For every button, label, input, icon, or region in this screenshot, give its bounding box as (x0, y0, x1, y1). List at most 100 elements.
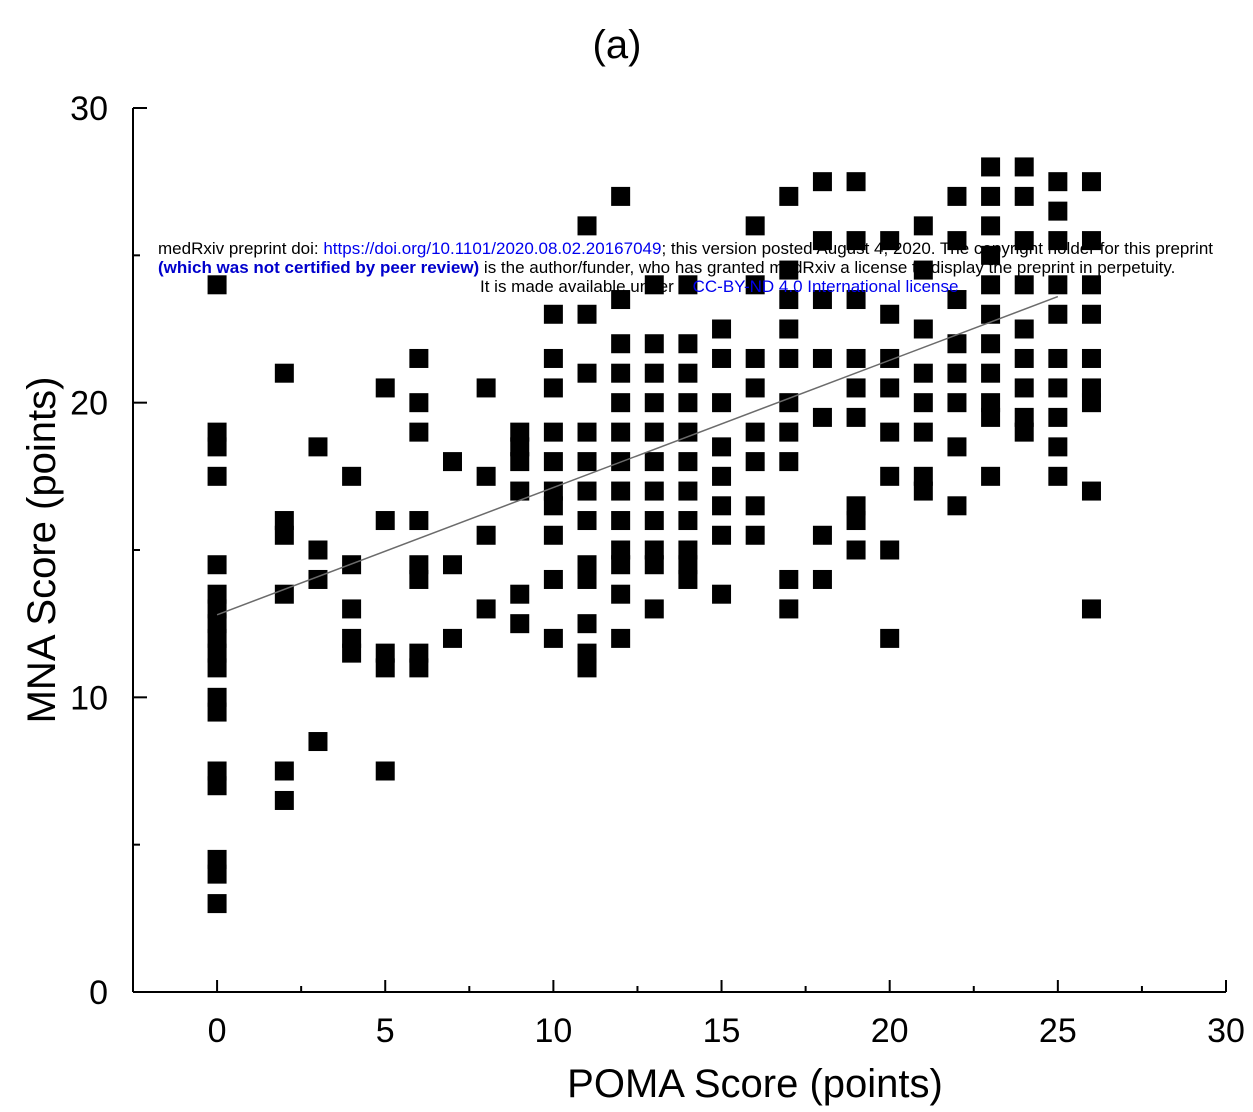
x-axis-label: POMA Score (points) (567, 1062, 943, 1106)
data-point (1048, 275, 1068, 295)
data-point (644, 363, 664, 383)
data-point (981, 466, 1001, 486)
data-point (913, 393, 933, 413)
y-axis-label: MNA Score (points) (20, 377, 64, 724)
data-point (1081, 348, 1101, 368)
data-point (880, 231, 900, 251)
data-point (510, 452, 530, 472)
data-point (207, 761, 227, 781)
data-point (880, 378, 900, 398)
data-point (1081, 481, 1101, 501)
data-point (476, 378, 496, 398)
data-point (274, 761, 294, 781)
data-point (1081, 231, 1101, 251)
data-point (577, 216, 597, 236)
data-point (207, 584, 227, 604)
data-point (1014, 348, 1034, 368)
y-tick-label: 0 (89, 974, 108, 1012)
data-point (342, 466, 362, 486)
data-point (1081, 172, 1101, 192)
data-point (543, 452, 563, 472)
data-point (476, 466, 496, 486)
y-tick-label: 10 (70, 679, 108, 717)
data-point (577, 555, 597, 575)
data-point (745, 496, 765, 516)
data-point (745, 348, 765, 368)
data-point (745, 275, 765, 295)
data-point (1048, 378, 1068, 398)
data-point (1081, 275, 1101, 295)
data-point (712, 496, 732, 516)
data-point (981, 407, 1001, 427)
data-point (644, 511, 664, 531)
data-point (1048, 201, 1068, 221)
data-point (1014, 407, 1034, 427)
data-point (913, 422, 933, 442)
data-point (207, 702, 227, 722)
data-point (342, 555, 362, 575)
data-point (543, 422, 563, 442)
data-point (846, 540, 866, 560)
data-point (947, 393, 967, 413)
data-point (611, 540, 631, 560)
data-point (543, 304, 563, 324)
data-point (577, 643, 597, 663)
data-point (745, 525, 765, 545)
x-tick-label: 10 (534, 1012, 572, 1050)
data-point (947, 334, 967, 354)
data-point (308, 437, 328, 457)
data-point (577, 363, 597, 383)
data-point (409, 643, 429, 663)
data-point (678, 555, 698, 575)
data-point (779, 452, 799, 472)
data-point (644, 540, 664, 560)
notice-suffix: ; this version posted August 4, 2020. Th… (661, 239, 1213, 258)
data-point (543, 525, 563, 545)
data-point (611, 511, 631, 531)
doi-link[interactable]: https://doi.org/10.1101/2020.08.02.20167… (323, 239, 662, 258)
data-point (611, 363, 631, 383)
y-tick-label: 30 (70, 90, 108, 128)
data-point (274, 525, 294, 545)
data-point (779, 260, 799, 280)
data-point (207, 894, 227, 914)
data-point (611, 555, 631, 575)
data-point (1081, 304, 1101, 324)
axes: 0 5 10 15 20 25 30 0 10 20 30 (70, 90, 1245, 1050)
data-point (611, 393, 631, 413)
data-point (846, 290, 866, 310)
data-point (846, 378, 866, 398)
data-point (1048, 348, 1068, 368)
preprint-notice-line-2: (which was not certified by peer review)… (158, 258, 1253, 278)
data-point (779, 348, 799, 368)
data-point (611, 334, 631, 354)
data-points (207, 157, 1101, 914)
data-point (947, 231, 967, 251)
license-link[interactable]: CC-BY-ND 4.0 International license (692, 277, 959, 296)
notice-suffix-2: is the author/funder, who has granted me… (479, 258, 1176, 277)
data-point (543, 378, 563, 398)
data-point (779, 599, 799, 619)
data-point (611, 290, 631, 310)
notice-bold: (which was not certified by peer review) (158, 258, 480, 277)
data-point (678, 422, 698, 442)
data-point (442, 628, 462, 648)
data-point (577, 614, 597, 634)
data-point (678, 511, 698, 531)
data-point (577, 481, 597, 501)
data-point (779, 290, 799, 310)
data-point (644, 422, 664, 442)
data-point (812, 407, 832, 427)
data-point (1048, 407, 1068, 427)
x-tick-label: 25 (1039, 1012, 1077, 1050)
data-point (880, 348, 900, 368)
data-point (1048, 466, 1068, 486)
data-point (207, 275, 227, 295)
data-point (342, 599, 362, 619)
data-point (913, 466, 933, 486)
data-point (1014, 378, 1034, 398)
data-point (207, 776, 227, 796)
data-point (510, 584, 530, 604)
data-point (207, 643, 227, 663)
